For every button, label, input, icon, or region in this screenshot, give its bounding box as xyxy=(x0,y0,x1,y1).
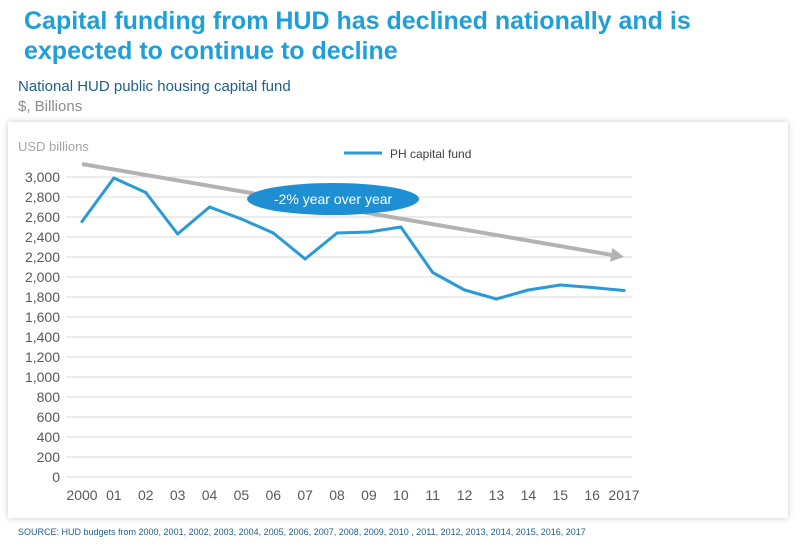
data-point xyxy=(494,297,498,301)
y-axis-label: USD billions xyxy=(18,139,89,154)
x-tick-label: 2017 xyxy=(608,487,639,503)
y-tick-label: 2,600 xyxy=(25,209,60,225)
y-tick-label: 3,000 xyxy=(25,169,60,185)
series-line-ph-capital-fund xyxy=(80,176,626,301)
y-tick-label: 2,000 xyxy=(25,269,60,285)
data-point xyxy=(112,176,116,180)
x-tick-label: 2000 xyxy=(66,487,97,503)
y-tick-label: 2,800 xyxy=(25,189,60,205)
callout: -2% year over year xyxy=(247,183,420,215)
chart-title: National HUD public housing capital fund xyxy=(18,78,291,95)
trend-arrow-head xyxy=(610,247,624,262)
legend-label: PH capital fund xyxy=(390,147,471,161)
y-tick-label: 0 xyxy=(52,469,60,485)
legend: PH capital fund xyxy=(344,147,471,161)
source-note: SOURCE: HUD budgets from 2000, 2001, 200… xyxy=(18,527,586,537)
x-tick-label: 11 xyxy=(425,487,440,503)
data-point xyxy=(144,191,148,194)
y-tick-labels: 0 200 400 600 800 1,000 1,200 1,400 1,600 1,800 2,… xyxy=(25,169,60,485)
y-tick-label: 1,200 xyxy=(25,349,60,365)
data-point xyxy=(208,205,212,209)
data-point xyxy=(176,232,180,236)
gridlines xyxy=(66,176,632,478)
x-tick-label: 14 xyxy=(521,487,537,503)
x-tick-label: 07 xyxy=(297,487,313,503)
y-tick-label: 1,800 xyxy=(25,289,60,305)
y-tick-label: 2,400 xyxy=(25,229,60,245)
y-tick-label: 1,600 xyxy=(25,309,60,325)
x-tick-label: 10 xyxy=(393,487,409,503)
data-point xyxy=(463,288,467,292)
x-tick-label: 15 xyxy=(552,487,568,503)
slide-title: Capital funding from HUD has declined na… xyxy=(24,7,691,65)
x-tick-label: 04 xyxy=(202,487,218,503)
data-point xyxy=(335,231,339,235)
line-chart: 0 200 400 600 800 1,000 1,200 1,400 1,600 1,800 2,… xyxy=(18,139,640,503)
data-point xyxy=(303,257,307,261)
x-tick-label: 08 xyxy=(329,487,345,503)
data-point xyxy=(622,289,626,292)
x-tick-label: 01 xyxy=(106,487,122,503)
y-tick-label: 400 xyxy=(37,429,61,445)
x-tick-label: 02 xyxy=(138,487,154,503)
data-point xyxy=(590,286,594,289)
callout-text: -2% year over year xyxy=(274,191,393,207)
y-tick-label: 800 xyxy=(37,389,61,405)
series-layer xyxy=(80,176,626,301)
data-point xyxy=(367,230,371,234)
data-point xyxy=(526,288,530,292)
x-tick-label: 03 xyxy=(170,487,186,503)
x-tick-label: 12 xyxy=(457,487,473,503)
callout-ellipse xyxy=(247,183,420,215)
chart-panel: 0 200 400 600 800 1,000 1,200 1,400 1,600 1,800 2,… xyxy=(8,122,788,518)
x-tick-label: 16 xyxy=(584,487,600,503)
y-tick-label: 1,400 xyxy=(25,329,60,345)
x-tick-label: 05 xyxy=(234,487,250,503)
x-tick-label: 13 xyxy=(489,487,505,503)
x-tick-label: 06 xyxy=(266,487,282,503)
data-point xyxy=(239,217,243,221)
data-point xyxy=(271,231,275,235)
y-tick-label: 2,200 xyxy=(25,249,60,265)
data-point xyxy=(431,271,435,274)
data-point xyxy=(80,220,84,223)
x-tick-label: 09 xyxy=(361,487,377,503)
x-tick-labels: 2000 01 02 03 04 05 06 07 08 09 10 11 12 13 14 15 16 2017 xyxy=(66,487,639,503)
chart-units: $, Billions xyxy=(18,98,83,115)
y-tick-label: 600 xyxy=(37,409,61,425)
y-tick-label: 1,000 xyxy=(25,369,60,385)
data-point xyxy=(558,283,562,287)
data-point xyxy=(399,225,403,229)
y-tick-label: 200 xyxy=(37,449,61,465)
